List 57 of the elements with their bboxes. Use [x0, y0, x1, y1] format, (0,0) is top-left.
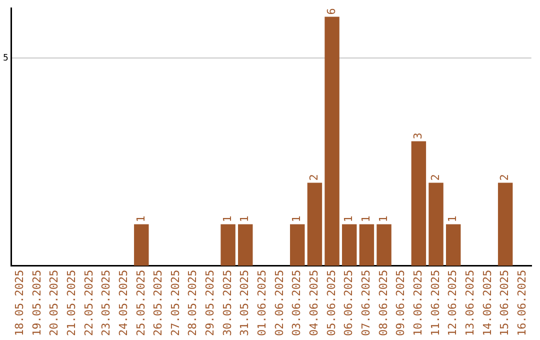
bar: [428, 182, 444, 266]
bar: [359, 224, 374, 266]
bar: [376, 224, 392, 266]
bar: [307, 182, 322, 266]
data-label: 1: [134, 216, 148, 222]
x-tick-label: 05.06.2025: [324, 270, 338, 336]
bar: [324, 16, 340, 266]
x-tick-label: 26.05.2025: [152, 270, 165, 336]
x-tick-label: 29.05.2025: [204, 270, 217, 336]
bar: [446, 224, 461, 266]
bar: [220, 224, 236, 266]
x-tick-label: 30.05.2025: [220, 270, 234, 336]
bar: [411, 141, 426, 266]
x-tick-label: 11.06.2025: [428, 270, 442, 336]
data-label: 1: [360, 216, 373, 222]
x-tick-label: 09.06.2025: [394, 270, 408, 336]
data-label: 1: [446, 216, 460, 222]
x-tick-label: 07.06.2025: [360, 270, 373, 336]
data-label: 6: [324, 8, 338, 15]
x-tick-label: 14.06.2025: [480, 270, 494, 336]
x-tick-label: 13.06.2025: [464, 270, 477, 336]
x-tick-label: 04.06.2025: [308, 270, 321, 336]
x-tick-label: 01.06.2025: [256, 270, 269, 336]
data-label: 1: [238, 216, 252, 222]
y-tick-label: 5: [2, 54, 8, 64]
x-tick-label: 20.05.2025: [48, 270, 61, 336]
bar: [290, 224, 305, 266]
x-tick-label: 06.06.2025: [342, 270, 356, 336]
x-tick-label: 23.05.2025: [100, 270, 113, 336]
data-label: 2: [498, 174, 512, 181]
data-label: 1: [220, 216, 234, 222]
data-label: 1: [290, 216, 304, 222]
x-tick-label: 19.05.2025: [30, 270, 44, 336]
x-tick-label: 02.06.2025: [272, 270, 286, 336]
x-tick-label: 12.06.2025: [446, 270, 460, 336]
x-tick-label: 31.05.2025: [238, 270, 252, 336]
x-tick-label: 22.05.2025: [82, 270, 96, 336]
x-tick-label: 21.05.2025: [64, 270, 78, 336]
x-tick-label: 24.05.2025: [116, 270, 130, 336]
data-label: 2: [308, 174, 321, 181]
bar: [342, 224, 357, 266]
x-tick-label: 10.06.2025: [412, 270, 425, 336]
bar: [498, 182, 513, 266]
data-label: 1: [376, 216, 390, 222]
x-tick-label: 27.05.2025: [168, 270, 182, 336]
x-tick-label: 08.06.2025: [376, 270, 390, 336]
x-tick-label: 03.06.2025: [290, 270, 304, 336]
data-label: 2: [428, 174, 442, 181]
x-tick-label: 18.05.2025: [12, 270, 26, 336]
data-label: 1: [342, 216, 356, 222]
bar: [238, 224, 253, 266]
x-tick-label: 16.06.2025: [516, 270, 529, 336]
bar: [134, 224, 149, 266]
x-tick-label: 28.05.2025: [186, 270, 200, 336]
x-tick-label: 15.06.2025: [498, 270, 512, 336]
data-label: 3: [412, 132, 425, 140]
x-tick-label: 25.05.2025: [134, 270, 148, 336]
